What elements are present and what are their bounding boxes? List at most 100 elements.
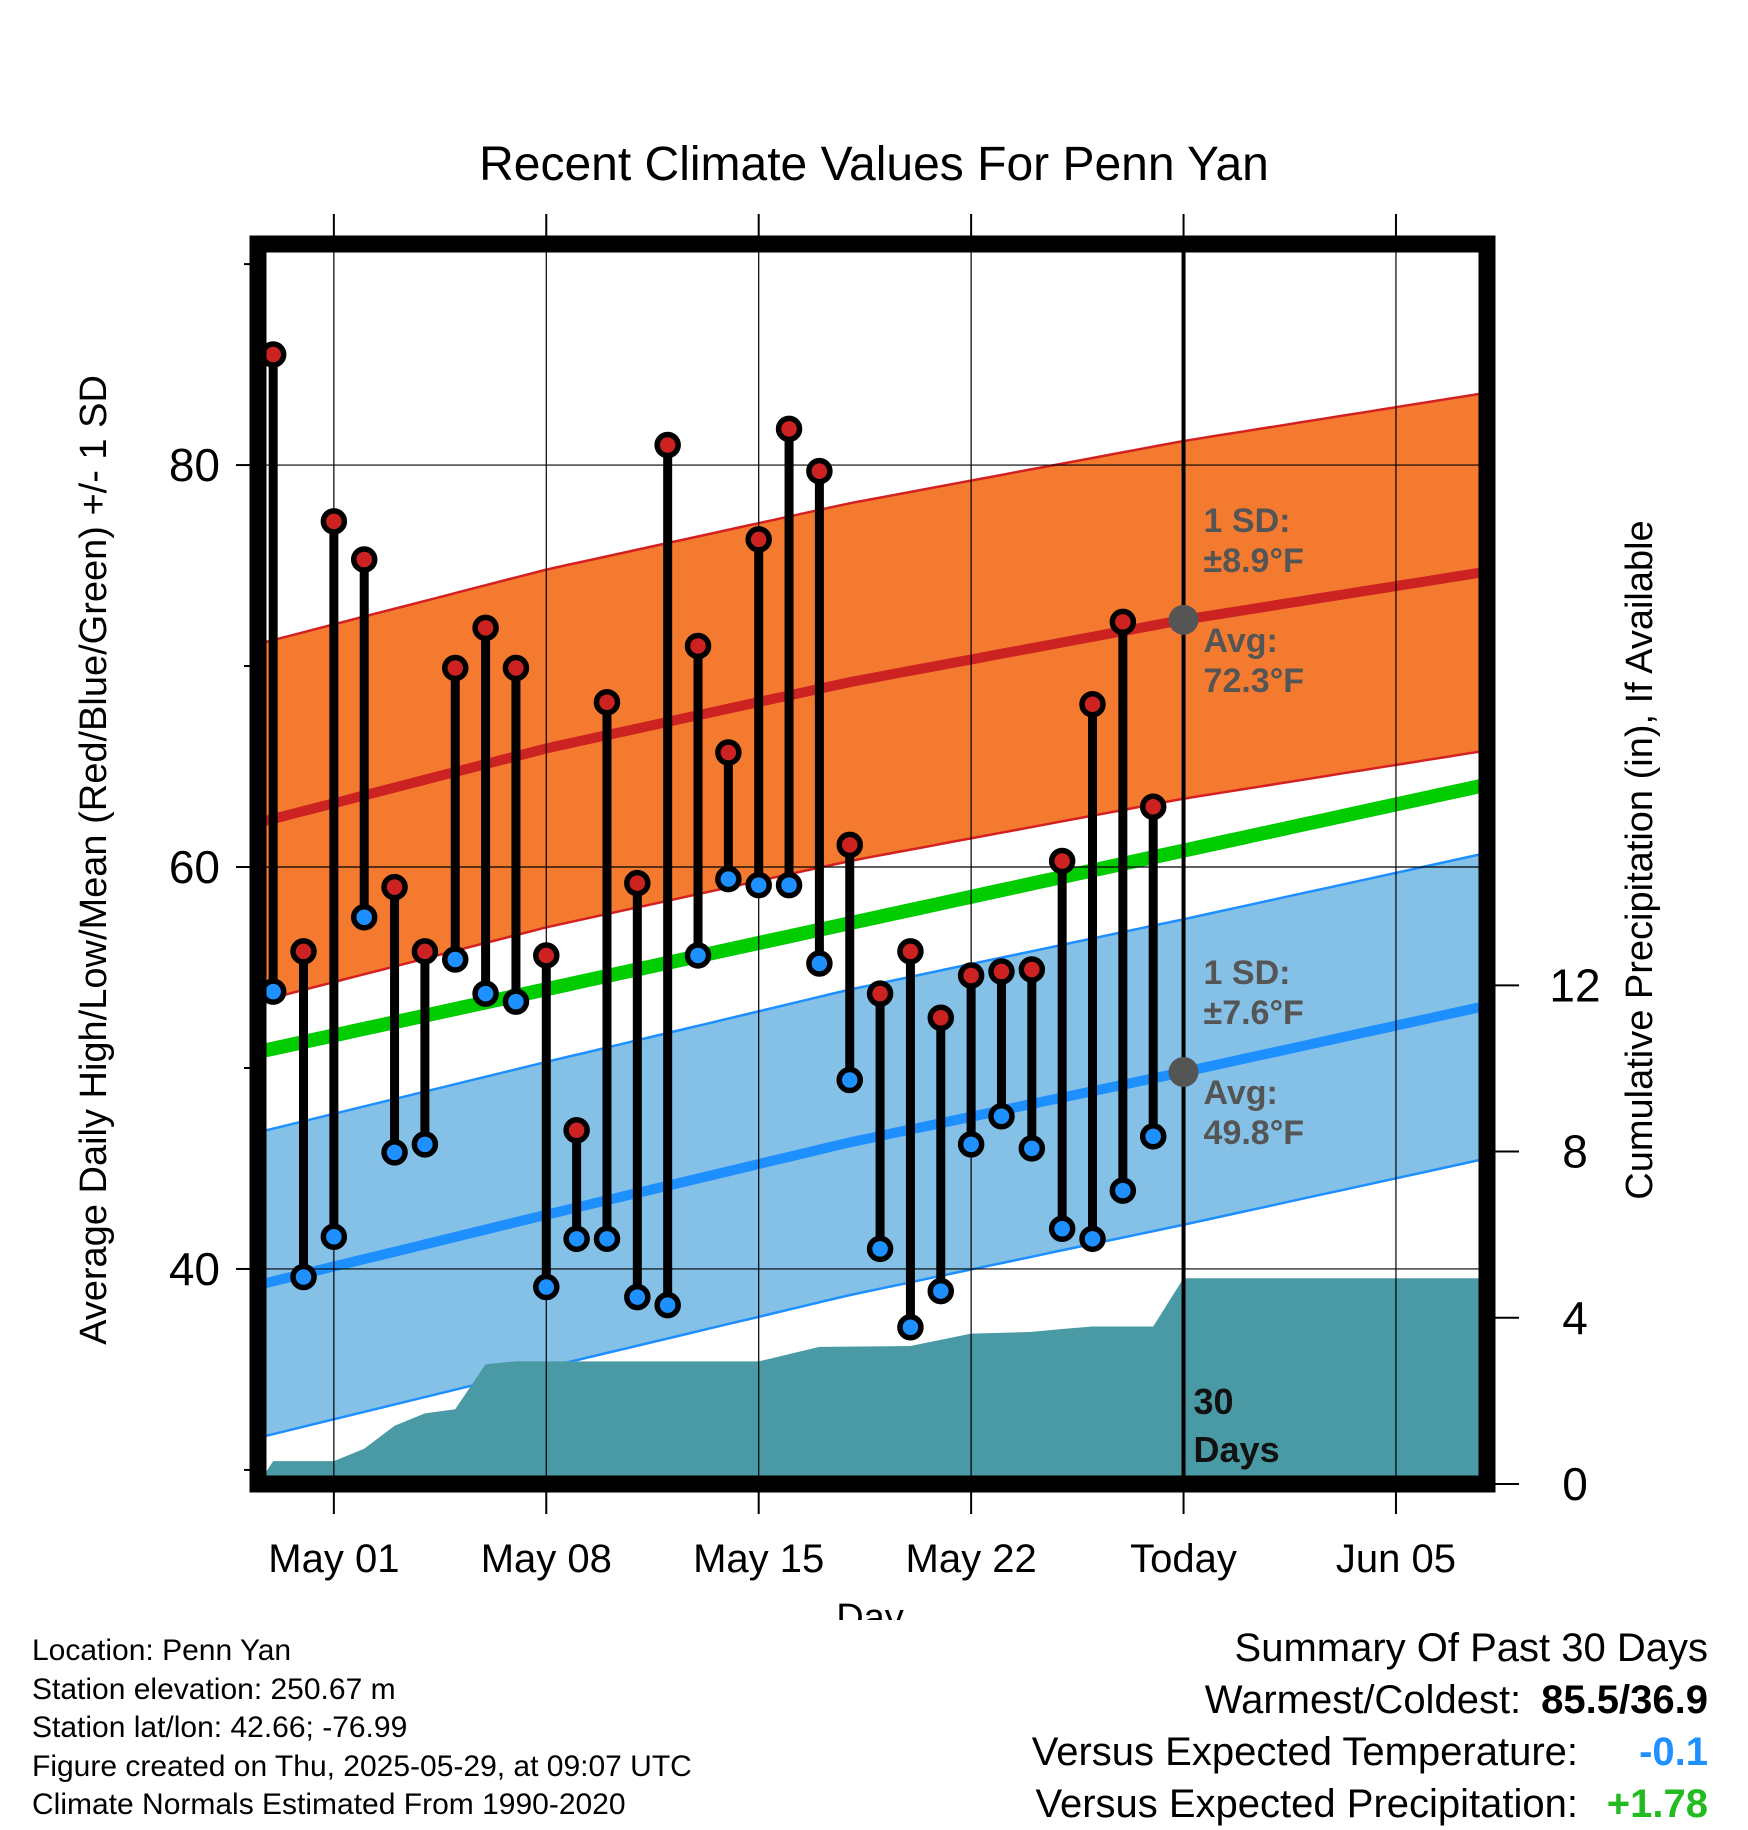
high-sd-band	[258, 392, 1487, 1002]
daily-high-point	[411, 938, 439, 965]
temp-departure-row: Versus Expected Temperature: -0.1	[808, 1726, 1708, 1778]
y2-tick-label: 4	[1562, 1292, 1588, 1344]
daily-low-point	[1079, 1225, 1106, 1253]
climate-chart: Recent Climate Values For Penn Yan 1 SD:…	[73, 138, 1661, 1620]
daily-low-point	[745, 871, 772, 899]
temp-departure-value: -0.1	[1639, 1730, 1708, 1774]
low-sd-value: ±7.6°F	[1204, 994, 1304, 1032]
today-avg-high-marker	[1168, 604, 1199, 635]
x-tick-label: May 22	[906, 1537, 1037, 1581]
y-tick-label: 80	[169, 439, 220, 491]
daily-low-point	[381, 1139, 408, 1166]
daily-high-point	[897, 938, 924, 965]
daily-low-point	[866, 1235, 894, 1263]
daily-low-point	[350, 904, 378, 931]
low-avg-value: 49.8°F	[1204, 1114, 1305, 1152]
daily-high-point	[957, 962, 985, 989]
precip-departure-row: Versus Expected Precipitation: +1.78	[808, 1778, 1708, 1830]
y2-axis-label: Cumulative Precipitation (in), If Availa…	[1619, 520, 1661, 1199]
daily-low-point	[684, 942, 712, 969]
high-avg-value: 72.3°F	[1204, 662, 1305, 700]
high-sd-label: 1 SD:	[1204, 502, 1291, 540]
daily-low-point	[441, 946, 469, 973]
daily-low-point	[957, 1131, 985, 1158]
location-text: Location: Penn Yan	[32, 1634, 292, 1667]
daily-high-point	[533, 942, 560, 969]
daily-high-point	[654, 431, 681, 459]
daily-low-point	[593, 1225, 621, 1253]
daily-high-point	[502, 654, 530, 682]
daily-low-point	[775, 871, 803, 899]
daily-high-point	[866, 980, 894, 1007]
low-avg-label: Avg:	[1204, 1074, 1278, 1112]
daily-high-point	[1018, 956, 1046, 983]
daily-high-point	[290, 938, 317, 965]
daily-high-point	[1079, 690, 1106, 718]
daily-high-point	[775, 415, 803, 443]
daily-low-point	[806, 950, 833, 977]
plot-frame	[249, 235, 1496, 1493]
latlon-text: Station lat/lon: 42.66; -76.99	[32, 1711, 408, 1744]
daily-high-point	[745, 526, 772, 553]
daily-high-point	[593, 688, 621, 716]
daily-high-point	[927, 1004, 955, 1031]
station-info: Location: Penn Yan Station elevation: 25…	[32, 1632, 692, 1825]
y2-tick-label: 8	[1562, 1126, 1588, 1178]
chart-title: Recent Climate Values For Penn Yan	[479, 138, 1269, 191]
daily-low-point	[1139, 1123, 1167, 1150]
daily-high-point	[715, 739, 742, 766]
daily-high-point	[441, 654, 469, 682]
daily-low-point	[897, 1313, 924, 1341]
daily-high-point	[1048, 847, 1076, 875]
daily-low-point	[320, 1223, 348, 1251]
warmest-coldest-value: 85.5/36.9	[1541, 1678, 1708, 1722]
high-sd-value: ±8.9°F	[1204, 542, 1304, 580]
warmest-coldest-row: Warmest/Coldest: 85.5/36.9	[808, 1674, 1708, 1726]
x-tick-label: May 15	[693, 1537, 824, 1581]
today-days-number: 30	[1194, 1381, 1234, 1422]
today-avg-low-marker	[1168, 1057, 1199, 1088]
precipitation-area	[258, 1278, 1487, 1484]
daily-high-point	[563, 1117, 590, 1144]
daily-high-point	[988, 958, 1015, 985]
y-tick-label: 40	[169, 1243, 220, 1295]
daily-high-point	[836, 831, 863, 859]
daily-high-point	[472, 614, 499, 642]
axes: 40 60 80 0 4 8 12 May 01 May 08 May 15 May 22 Today…	[169, 214, 1601, 1581]
daily-low-point	[624, 1283, 651, 1311]
y-axis-label: Average Daily High/Low/Mean (Red/Blue/Gr…	[73, 375, 115, 1345]
daily-high-point	[320, 508, 348, 535]
x-tick-label: May 08	[481, 1537, 612, 1581]
low-sd-lower-line	[257, 1157, 1488, 1440]
low-sd-label: 1 SD:	[1204, 954, 1291, 992]
daily-high-point	[624, 869, 651, 897]
daily-low-point	[563, 1225, 590, 1253]
daily-low-point	[533, 1273, 560, 1301]
daily-low-point	[290, 1263, 317, 1291]
normal-high-line	[256, 566, 1488, 828]
daily-low-point	[988, 1102, 1015, 1130]
elevation-text: Station elevation: 250.67 m	[32, 1672, 396, 1706]
daily-low-point	[927, 1277, 955, 1305]
daily-low-point	[1018, 1135, 1046, 1162]
y2-tick-label: 0	[1562, 1458, 1588, 1510]
daily-high-point	[1139, 793, 1167, 820]
today-days-word: Days	[1194, 1429, 1280, 1470]
daily-low-point	[502, 988, 530, 1015]
daily-high-point	[684, 632, 712, 660]
summary-heading: Summary Of Past 30 Days	[1234, 1626, 1708, 1670]
precip-departure-label: Versus Expected Precipitation:	[1035, 1782, 1578, 1826]
daily-high-point	[381, 873, 408, 901]
daily-low-point	[1048, 1215, 1076, 1243]
daily-low-point	[472, 980, 499, 1007]
daily-low-point	[1109, 1177, 1137, 1204]
temp-departure-label: Versus Expected Temperature:	[1031, 1730, 1578, 1774]
created-text: Figure created on Thu, 2025-05-29, at 09…	[32, 1749, 692, 1783]
daily-low-point	[836, 1066, 863, 1094]
daily-high-point	[1109, 608, 1137, 636]
x-axis-label: Day	[836, 1597, 904, 1620]
normals-text: Climate Normals Estimated From 1990-2020	[32, 1788, 626, 1821]
low-sd-band	[258, 852, 1487, 1438]
daily-high-point	[350, 546, 378, 573]
